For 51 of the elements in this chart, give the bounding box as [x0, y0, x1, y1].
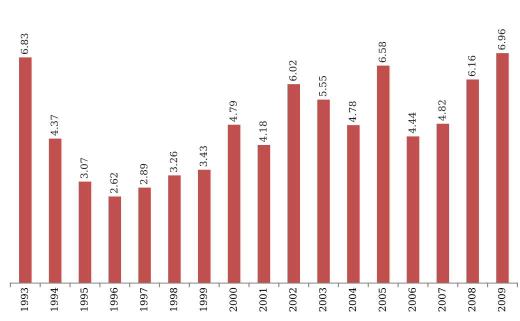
x-tick-label: 1993: [20, 288, 28, 311]
data-label: 4.44: [408, 112, 416, 134]
data-label: 6.83: [20, 34, 28, 54]
x-tick-label: 2004: [348, 288, 356, 312]
data-label: 3.26: [170, 152, 178, 172]
x-tick-label: 1995: [80, 288, 88, 311]
data-label: 4.37: [50, 114, 58, 136]
x-tick-label: 2007: [438, 288, 446, 312]
data-label: 4.79: [230, 101, 237, 122]
bar: [317, 100, 330, 284]
x-tick-label: 2005: [378, 288, 386, 312]
bar: [168, 175, 181, 284]
bar: [228, 124, 240, 284]
x-tick-label: 1994: [50, 288, 58, 311]
data-label: 2.62: [110, 173, 118, 194]
data-label: 6.16: [468, 56, 476, 76]
bar: [138, 188, 151, 284]
data-label: 3.43: [200, 146, 208, 166]
x-tick-label: 1999: [200, 288, 208, 311]
data-label: 2.89: [140, 164, 148, 184]
x-tick-label: 2003: [319, 288, 326, 312]
bar: [48, 138, 62, 284]
bar: [258, 144, 270, 284]
x-tick-label: 2006: [408, 288, 416, 312]
data-label: 4.82: [438, 100, 446, 121]
x-tick-label: 2001: [259, 288, 267, 312]
bar: [347, 125, 360, 284]
x-tick-label: 1997: [140, 288, 148, 311]
bar: [198, 170, 211, 284]
x-tick-label: 1996: [110, 288, 118, 311]
bar: [376, 66, 390, 284]
data-label: 6.58: [378, 42, 386, 62]
data-label: 6.02: [289, 60, 297, 81]
x-tick-label: 2008: [468, 288, 476, 312]
x-tick-label: 2009: [498, 288, 506, 312]
x-tick-label: 2002: [289, 288, 297, 312]
bar: [108, 196, 122, 284]
bar: [78, 182, 92, 284]
data-label: 5.55: [319, 76, 326, 96]
data-label: 6.96: [498, 29, 506, 50]
bar: [19, 57, 32, 284]
data-label: 4.78: [348, 101, 356, 122]
bar: [406, 136, 420, 284]
bar: [436, 124, 450, 284]
data-label: 3.07: [80, 158, 88, 178]
bar: [466, 80, 479, 284]
bar: [496, 53, 509, 284]
x-tick-label: 2000: [230, 288, 237, 312]
x-tick-label: 1998: [170, 288, 178, 311]
data-label: 4.18: [259, 121, 267, 142]
bar: [287, 84, 300, 284]
